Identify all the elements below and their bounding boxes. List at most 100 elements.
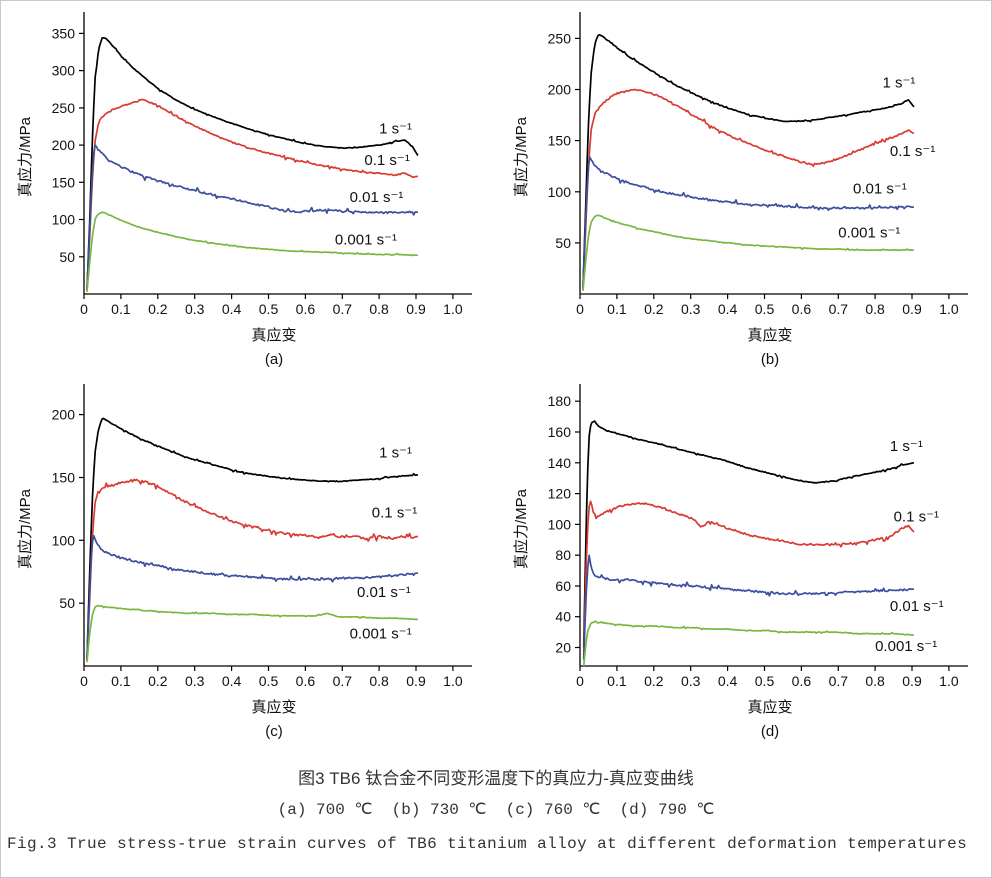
- series-label-1s: 1 s⁻¹: [379, 121, 412, 138]
- y-axis-title: 真应力/MPa: [16, 116, 34, 197]
- series-line-0p1s: [582, 500, 915, 656]
- chart-svg-d: 0 0.1 0.2 0.3 0.4 0.5 0.6 0.7 0.8 0.9 1.0 20 40 60 80 1…: [512, 384, 968, 740]
- series-line-0p1s: [86, 478, 418, 660]
- y-tick-label: 180: [548, 393, 572, 409]
- series-label-0p1s: 0.1 s⁻¹: [890, 143, 935, 160]
- series-line-1s: [86, 36, 419, 291]
- y-tick-label: 50: [59, 249, 75, 265]
- series-line-0p001s: [86, 604, 418, 663]
- series-line-0p001s: [582, 214, 914, 291]
- charts-grid: 0 0.1 0.2 0.3 0.4 0.5 0.6 0.7 0.8 0.9 1.0 50 100 150 2…: [1, 6, 991, 750]
- series-label-0p001s: 0.001 s⁻¹: [335, 232, 397, 249]
- x-tick-label: 0.3: [185, 301, 205, 317]
- chart-c: 0 0.1 0.2 0.3 0.4 0.5 0.6 0.7 0.8 0.9 1.0 50 100 150 2…: [1, 378, 497, 750]
- x-axis-title: 真应变: [747, 698, 792, 716]
- y-tick-label: 100: [548, 516, 572, 532]
- chart-d: 0 0.1 0.2 0.3 0.4 0.5 0.6 0.7 0.8 0.9 1.0 20 40 60 80 1…: [497, 378, 992, 750]
- series-label-1s: 1 s⁻¹: [883, 74, 916, 91]
- y-tick-label: 20: [555, 640, 571, 656]
- y-tick-label: 200: [548, 82, 572, 98]
- series-label-0p01s: 0.01 s⁻¹: [853, 181, 907, 198]
- x-tick-label: 0: [80, 301, 88, 317]
- y-tick-label: 100: [52, 212, 76, 228]
- x-axis-title: 真应变: [747, 326, 792, 344]
- figure-caption-english: Fig.3 True stress-true strain curves of …: [7, 835, 968, 853]
- x-tick-label: 0.3: [681, 301, 701, 317]
- series-line-0p01s: [86, 534, 419, 660]
- y-tick-label: 100: [52, 532, 76, 548]
- x-tick-label: 0.5: [755, 673, 775, 689]
- y-tick-label: 200: [52, 137, 76, 153]
- x-tick-label: 0.7: [333, 673, 353, 689]
- chart-svg-b: 0 0.1 0.2 0.3 0.4 0.5 0.6 0.7 0.8 0.9 1.0 50 100 150 2…: [512, 12, 968, 368]
- series-label-0p1s: 0.1 s⁻¹: [364, 152, 409, 169]
- y-tick-label: 140: [548, 455, 572, 471]
- series-line-0p1s: [582, 88, 915, 289]
- subplot-label: (d): [761, 723, 779, 740]
- x-tick-label: 1.0: [443, 301, 463, 317]
- y-tick-label: 150: [52, 174, 76, 190]
- x-tick-label: 0.6: [296, 673, 316, 689]
- series-label-0p01s: 0.01 s⁻¹: [357, 584, 411, 601]
- x-tick-label: 0.3: [681, 673, 701, 689]
- x-tick-label: 0: [576, 673, 584, 689]
- x-tick-label: 0.7: [829, 301, 849, 317]
- y-axis-title: 真应力/MPa: [16, 488, 34, 569]
- figure-caption-subplots: (a) 700 ℃ (b) 730 ℃ (c) 760 ℃ (d) 790 ℃: [277, 801, 715, 819]
- x-tick-label: 0.6: [296, 301, 316, 317]
- series-label-0p001s: 0.001 s⁻¹: [838, 225, 900, 242]
- x-tick-label: 0.3: [185, 673, 205, 689]
- chart-svg-c: 0 0.1 0.2 0.3 0.4 0.5 0.6 0.7 0.8 0.9 1.0 50 100 150 2…: [16, 384, 472, 740]
- x-tick-label: 1.0: [939, 673, 959, 689]
- series-line-1s: [582, 33, 915, 289]
- series-label-0p01s: 0.01 s⁻¹: [350, 189, 404, 206]
- x-tick-label: 0.2: [148, 301, 168, 317]
- x-tick-label: 0.4: [718, 673, 738, 689]
- y-tick-label: 100: [548, 184, 572, 200]
- y-tick-label: 250: [52, 100, 76, 116]
- y-tick-label: 250: [548, 30, 572, 46]
- chart-a: 0 0.1 0.2 0.3 0.4 0.5 0.6 0.7 0.8 0.9 1.0 50 100 150 2…: [1, 6, 497, 378]
- series-label-0p001s: 0.001 s⁻¹: [875, 638, 937, 655]
- x-tick-label: 1.0: [939, 301, 959, 317]
- y-tick-label: 80: [555, 547, 571, 563]
- subplot-label: (a): [265, 351, 283, 368]
- x-tick-label: 0.8: [865, 301, 885, 317]
- x-tick-label: 0.2: [644, 673, 664, 689]
- x-tick-label: 0.7: [829, 673, 849, 689]
- x-tick-label: 0.1: [607, 673, 627, 689]
- x-tick-label: 0: [576, 301, 584, 317]
- x-tick-label: 0.1: [607, 301, 627, 317]
- x-tick-label: 0.5: [755, 301, 775, 317]
- chart-svg-a: 0 0.1 0.2 0.3 0.4 0.5 0.6 0.7 0.8 0.9 1.0 50 100 150 2…: [16, 12, 472, 368]
- series-line-0p01s: [86, 144, 418, 291]
- y-tick-label: 160: [548, 424, 572, 440]
- x-tick-label: 0.4: [222, 673, 242, 689]
- y-tick-label: 150: [52, 470, 76, 486]
- series-line-1s: [86, 417, 418, 660]
- x-tick-label: 0.5: [259, 673, 279, 689]
- y-tick-label: 40: [555, 609, 571, 625]
- x-tick-label: 1.0: [443, 673, 463, 689]
- subplot-label: (b): [761, 351, 779, 368]
- series-line-0p1s: [86, 98, 418, 291]
- y-axis-title: 真应力/MPa: [512, 116, 530, 197]
- subplot-label: (c): [265, 723, 283, 740]
- x-tick-label: 0.2: [148, 673, 168, 689]
- y-tick-label: 350: [52, 25, 76, 41]
- series-line-0p01s: [582, 156, 914, 289]
- y-tick-label: 300: [52, 63, 76, 79]
- series-label-0p01s: 0.01 s⁻¹: [890, 598, 944, 615]
- x-tick-label: 0.1: [111, 673, 131, 689]
- y-tick-label: 120: [548, 486, 572, 502]
- series-label-0p001s: 0.001 s⁻¹: [350, 625, 412, 642]
- x-tick-label: 0.9: [902, 301, 922, 317]
- chart-b: 0 0.1 0.2 0.3 0.4 0.5 0.6 0.7 0.8 0.9 1.0 50 100 150 2…: [497, 6, 992, 378]
- series-label-1s: 1 s⁻¹: [890, 438, 923, 455]
- x-tick-label: 0.6: [792, 301, 812, 317]
- y-axis-title: 真应力/MPa: [512, 488, 530, 569]
- series-line-0p001s: [582, 620, 914, 667]
- x-tick-label: 0.7: [333, 301, 353, 317]
- series-line-0p01s: [582, 554, 914, 660]
